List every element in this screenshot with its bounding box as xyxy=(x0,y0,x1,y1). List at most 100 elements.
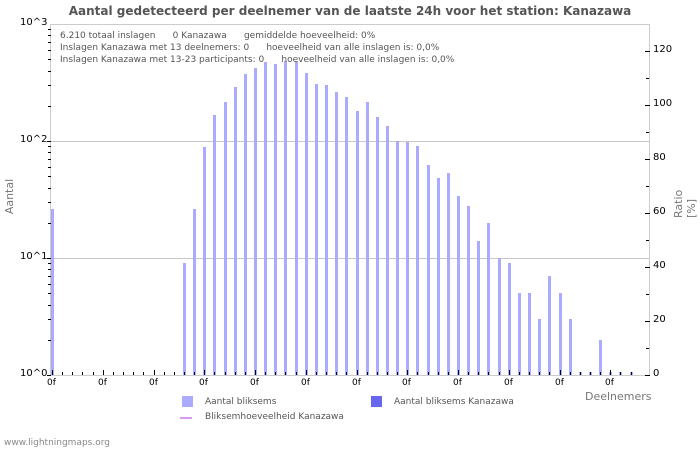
gridline-10-2 xyxy=(50,141,650,142)
y-tick xyxy=(48,188,51,189)
x-tick-label: 0f xyxy=(98,378,107,388)
plot-area xyxy=(50,24,650,375)
y-axis-left xyxy=(50,24,51,376)
y-tick xyxy=(47,375,51,376)
x-tick-label: 0f xyxy=(47,378,56,388)
bar xyxy=(244,74,247,375)
x-tick xyxy=(306,370,307,375)
bar xyxy=(274,64,277,375)
y2-tick xyxy=(645,159,650,160)
x-tick xyxy=(174,372,175,375)
bar xyxy=(599,340,602,375)
bar xyxy=(193,209,196,375)
x-tick-label: 0f xyxy=(352,378,361,388)
y2-tick-label: 120 xyxy=(653,44,673,55)
y-axis-title: Aantal xyxy=(3,178,17,215)
x-tick xyxy=(62,372,63,375)
x-tick-label: 0f xyxy=(504,378,513,388)
bar xyxy=(376,117,379,375)
y-tick xyxy=(48,167,51,168)
bar xyxy=(528,293,531,375)
x-tick xyxy=(458,370,459,375)
bar xyxy=(406,142,409,375)
x-tick xyxy=(82,372,83,375)
bar xyxy=(335,92,338,375)
x-tick xyxy=(154,370,155,375)
x-axis-title: Deelnemers xyxy=(585,390,652,403)
bar xyxy=(305,73,308,375)
x-tick-label: 0f xyxy=(555,378,564,388)
x-tick xyxy=(275,372,276,375)
y2-tick xyxy=(645,213,650,214)
y-tick xyxy=(48,159,51,160)
x-tick xyxy=(631,372,632,375)
x-tick xyxy=(336,372,337,375)
y-tick xyxy=(48,85,51,86)
x-tick xyxy=(285,372,286,375)
y-tick-label: 10^2 xyxy=(20,134,48,145)
x-tick xyxy=(255,370,256,375)
x-tick xyxy=(590,372,591,375)
bar xyxy=(396,141,399,375)
x-tick xyxy=(468,372,469,375)
x-tick xyxy=(225,372,226,375)
y-tick xyxy=(48,284,51,285)
x-tick xyxy=(214,372,215,375)
bar xyxy=(416,146,419,375)
bar xyxy=(264,62,267,375)
x-tick xyxy=(549,372,550,375)
bar xyxy=(447,173,450,375)
bar xyxy=(518,293,521,375)
bar xyxy=(457,196,460,375)
y-tick xyxy=(48,269,51,270)
y-tick xyxy=(48,42,51,43)
bar xyxy=(366,102,369,375)
info-line-3: Inslagen Kanazawa met 13-23 participants… xyxy=(60,55,455,65)
x-tick xyxy=(235,372,236,375)
y-tick xyxy=(47,258,51,259)
legend-line-ratio xyxy=(180,417,192,419)
y-tick xyxy=(48,202,51,203)
x-tick xyxy=(204,370,205,375)
x-tick xyxy=(499,372,500,375)
y-tick-label: 10^3 xyxy=(20,17,48,28)
x-tick xyxy=(93,372,94,375)
x-tick xyxy=(428,372,429,375)
bar xyxy=(386,126,389,375)
x-tick xyxy=(509,370,510,375)
bar xyxy=(498,258,501,375)
x-tick xyxy=(448,372,449,375)
bar xyxy=(427,165,430,375)
x-tick xyxy=(620,372,621,375)
legend-swatch-kanazawa xyxy=(371,396,382,407)
bar xyxy=(51,209,54,375)
y-tick-label: 10^1 xyxy=(20,251,48,262)
bar xyxy=(477,241,480,375)
x-tick-label: 0f xyxy=(453,378,462,388)
x-tick xyxy=(600,372,601,375)
y2-tick-label: 0 xyxy=(653,368,660,379)
bar xyxy=(487,223,490,375)
x-tick xyxy=(407,370,408,375)
y2-tick-label: 40 xyxy=(653,260,666,271)
bar xyxy=(284,61,287,375)
bar xyxy=(569,319,572,375)
x-axis xyxy=(50,375,650,376)
y2-tick xyxy=(645,267,650,268)
x-tick xyxy=(133,372,134,375)
y2-tick xyxy=(646,294,649,295)
x-tick xyxy=(488,372,489,375)
y-tick-label: 10^0 xyxy=(20,368,48,379)
y-tick xyxy=(48,106,51,107)
y-tick xyxy=(48,35,51,36)
bar xyxy=(203,147,206,375)
bar xyxy=(508,263,511,375)
x-tick xyxy=(316,372,317,375)
bar xyxy=(437,178,440,375)
info-line-2: Inslagen Kanazawa met 13 deelnemers: 0 h… xyxy=(60,43,440,53)
x-tick xyxy=(570,372,571,375)
y-tick xyxy=(48,146,51,147)
y2-tick xyxy=(646,78,649,79)
x-tick-label: 0f xyxy=(301,378,310,388)
y-tick xyxy=(48,340,51,341)
